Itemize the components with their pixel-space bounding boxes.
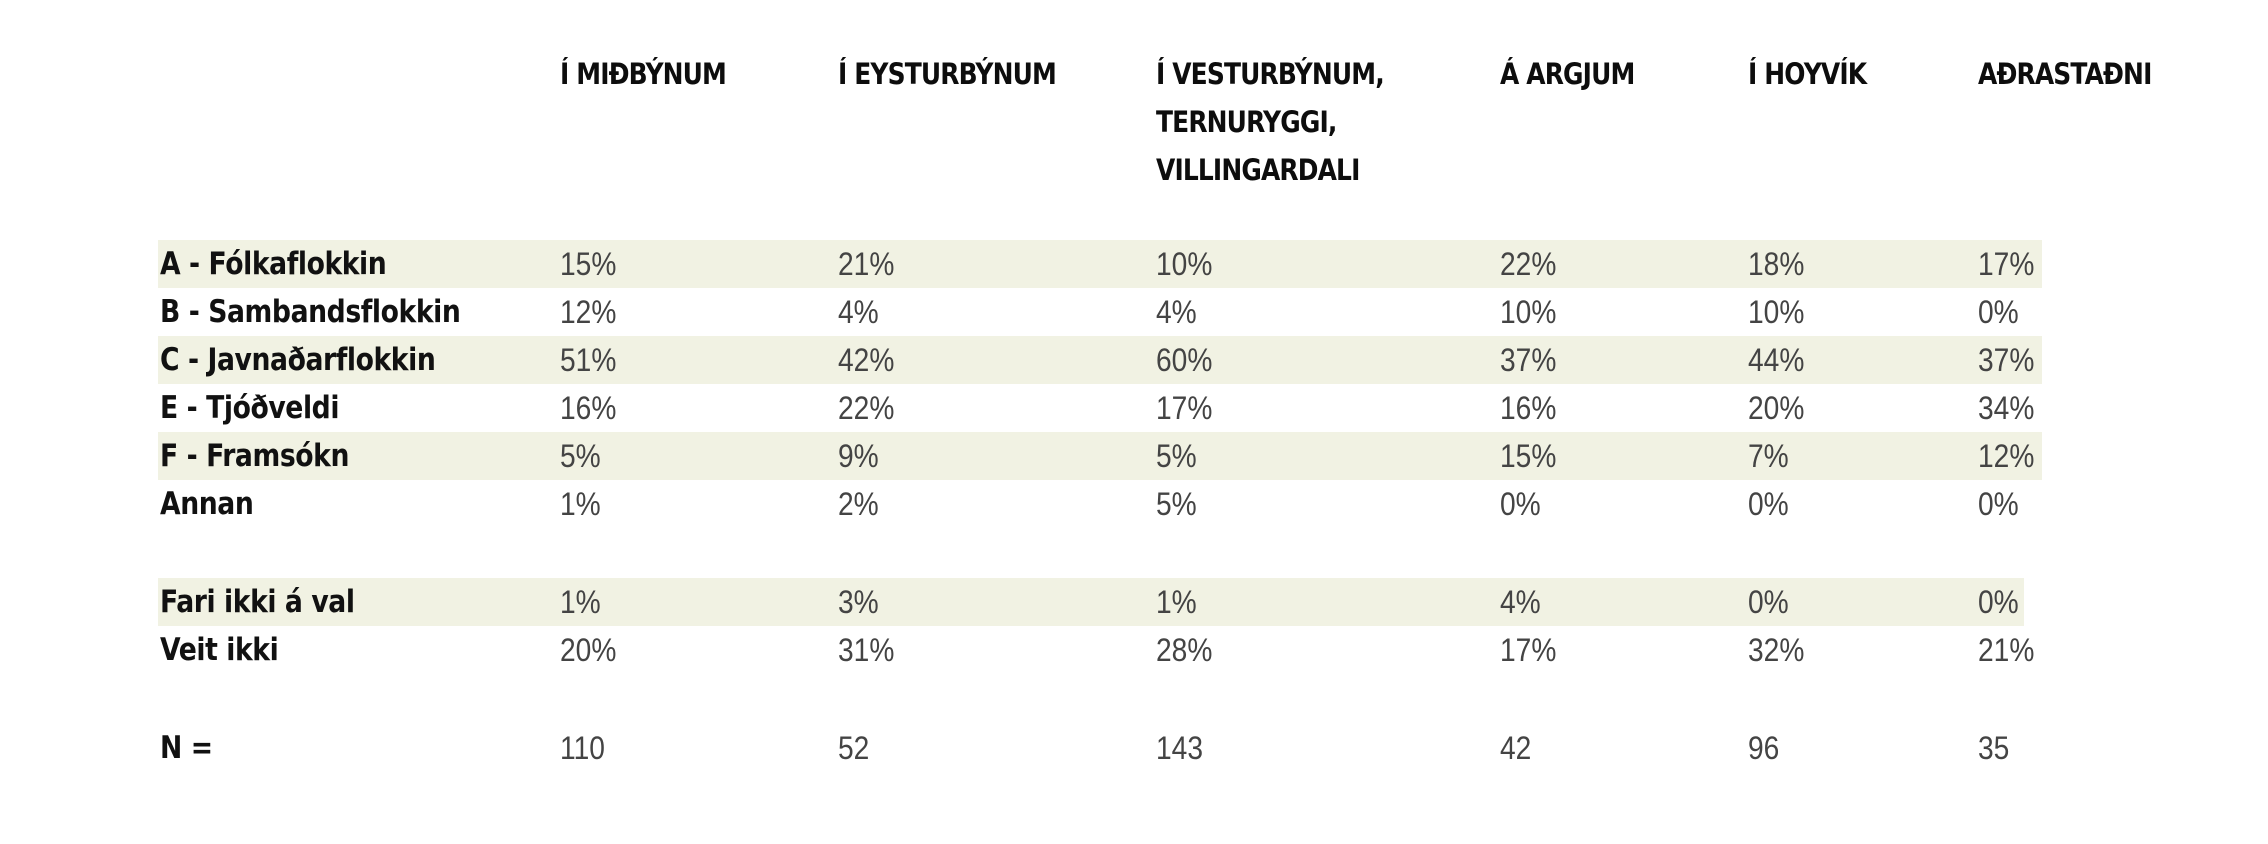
table-cell: 0% bbox=[1500, 486, 1541, 522]
table-cell: 7% bbox=[1748, 438, 1789, 474]
table-cell: 52 bbox=[838, 730, 870, 766]
row-label: N = bbox=[160, 730, 213, 766]
table-cell: 34% bbox=[1978, 390, 2035, 426]
table-cell: 5% bbox=[1156, 486, 1197, 522]
table-cell: 37% bbox=[1978, 342, 2035, 378]
column-header: AÐRASTAÐNI bbox=[1978, 57, 2152, 91]
row-label: Fari ikki á val bbox=[160, 584, 355, 620]
table-cell: 96 bbox=[1748, 730, 1780, 766]
table-cell: 17% bbox=[1156, 390, 1213, 426]
table-cell: 22% bbox=[1500, 246, 1557, 282]
table-cell: 1% bbox=[560, 486, 601, 522]
table-cell: 21% bbox=[1978, 632, 2035, 668]
column-header: Á ARGJUM bbox=[1500, 57, 1635, 91]
table-cell: 0% bbox=[1748, 486, 1789, 522]
table-cell: 4% bbox=[838, 294, 879, 330]
table-cell: 21% bbox=[838, 246, 895, 282]
table-cell: 1% bbox=[1156, 584, 1197, 620]
row-label: F - Framsókn bbox=[160, 438, 349, 474]
table-cell: 4% bbox=[1500, 584, 1541, 620]
column-header: Í VESTURBÝNUM, TERNURYGGI, VILLINGARDALI bbox=[1156, 57, 1385, 187]
table-cell: 4% bbox=[1156, 294, 1197, 330]
row-label: C - Javnaðarflokkin bbox=[160, 342, 436, 378]
table-cell: 5% bbox=[560, 438, 601, 474]
table-cell: 42 bbox=[1500, 730, 1532, 766]
table-cell: 10% bbox=[1748, 294, 1805, 330]
table-cell: 31% bbox=[838, 632, 895, 668]
table-cell: 5% bbox=[1156, 438, 1197, 474]
table-cell: 12% bbox=[1978, 438, 2035, 474]
table-cell: 0% bbox=[1978, 584, 2019, 620]
row-band bbox=[158, 240, 2042, 288]
table-cell: 32% bbox=[1748, 632, 1805, 668]
table-cell: 37% bbox=[1500, 342, 1557, 378]
table-cell: 44% bbox=[1748, 342, 1805, 378]
table-cell: 0% bbox=[1978, 486, 2019, 522]
table-cell: 60% bbox=[1156, 342, 1213, 378]
table-cell: 1% bbox=[560, 584, 601, 620]
table-cell: 0% bbox=[1978, 294, 2019, 330]
row-band bbox=[158, 578, 2024, 626]
row-label: B - Sambandsflokkin bbox=[160, 294, 461, 330]
row-label: E - Tjóðveldi bbox=[160, 390, 340, 426]
table-cell: 51% bbox=[560, 342, 617, 378]
table-cell: 0% bbox=[1748, 584, 1789, 620]
table-cell: 22% bbox=[838, 390, 895, 426]
table-cell: 10% bbox=[1500, 294, 1557, 330]
row-label: A - Fólkaflokkin bbox=[160, 246, 387, 282]
table-cell: 2% bbox=[838, 486, 879, 522]
row-label: Veit ikki bbox=[160, 632, 279, 668]
column-header: Í MIÐBÝNUM bbox=[560, 57, 727, 91]
table-cell: 12% bbox=[560, 294, 617, 330]
table-cell: 20% bbox=[1748, 390, 1805, 426]
table-cell: 15% bbox=[1500, 438, 1557, 474]
table-cell: 143 bbox=[1156, 730, 1203, 766]
table-cell: 16% bbox=[560, 390, 617, 426]
table-cell: 10% bbox=[1156, 246, 1213, 282]
column-header: Í EYSTURBÝNUM bbox=[838, 57, 1057, 91]
row-label: Annan bbox=[160, 486, 254, 522]
table-cell: 28% bbox=[1156, 632, 1213, 668]
table-cell: 9% bbox=[838, 438, 879, 474]
table-cell: 17% bbox=[1500, 632, 1557, 668]
table-cell: 42% bbox=[838, 342, 895, 378]
row-band bbox=[158, 336, 2042, 384]
table-cell: 18% bbox=[1748, 246, 1805, 282]
table-cell: 35 bbox=[1978, 730, 2010, 766]
table-cell: 20% bbox=[560, 632, 617, 668]
row-band bbox=[158, 432, 2042, 480]
table-cell: 15% bbox=[560, 246, 617, 282]
table-cell: 110 bbox=[560, 730, 605, 766]
column-header: Í HOYVÍK bbox=[1748, 57, 1867, 91]
table-cell: 17% bbox=[1978, 246, 2035, 282]
table-cell: 3% bbox=[838, 584, 879, 620]
table-cell: 16% bbox=[1500, 390, 1557, 426]
